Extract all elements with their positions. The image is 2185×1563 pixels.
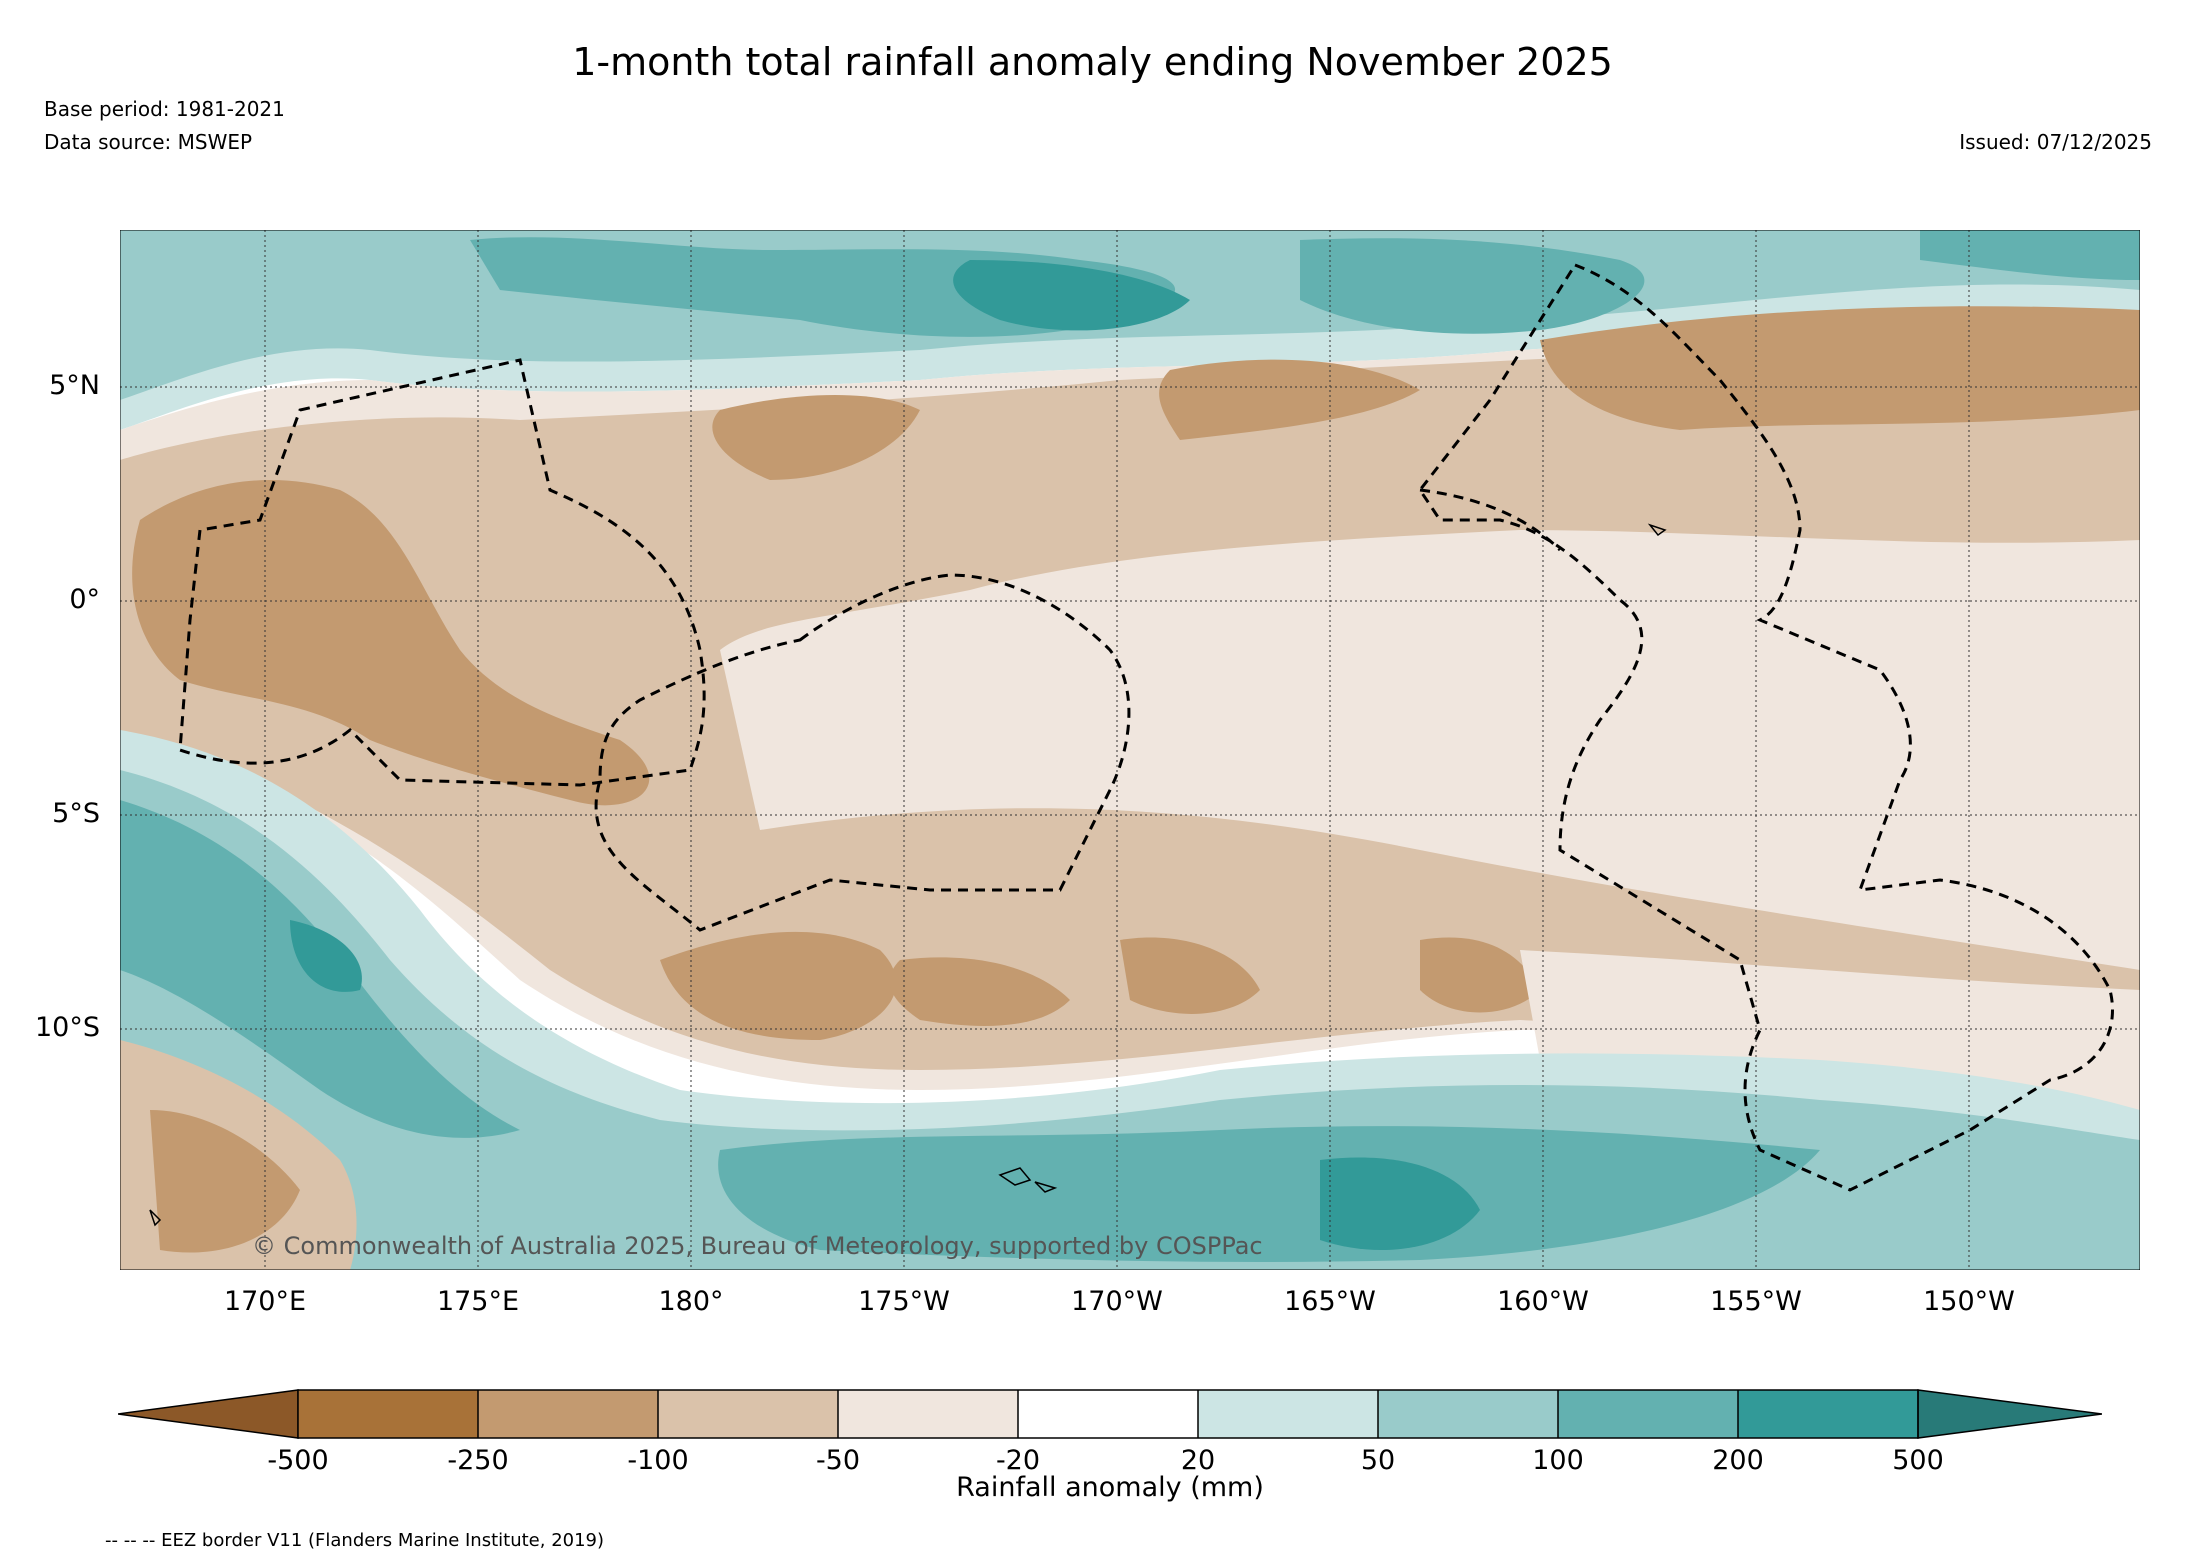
lon-label-170w: 170°W	[1071, 1286, 1163, 1317]
colorbar-extend-low	[118, 1389, 299, 1439]
colorbar-tick-500: 500	[1892, 1445, 1944, 1476]
colorbar-bin-3	[658, 1390, 838, 1438]
lat-label-10s: 10°S	[35, 1012, 100, 1043]
colorbar-tick-m100: -100	[627, 1445, 689, 1476]
data-source-text: Data source: MSWEP	[44, 130, 253, 154]
colorbar-bin-8	[1558, 1390, 1738, 1438]
lon-label-155w: 155°W	[1710, 1286, 1802, 1317]
eez-kiribati-gilbert	[178, 358, 706, 787]
colorbar-label: Rainfall anomaly (mm)	[956, 1472, 1264, 1503]
colorbar-bin-4	[838, 1390, 1018, 1438]
rainfall-anomaly-map	[120, 230, 2140, 1270]
lon-label-165w: 165°W	[1284, 1286, 1376, 1317]
colorbar-bin-1	[298, 1390, 478, 1438]
anomaly-field	[120, 230, 2140, 1270]
lon-label-180: 180°	[658, 1286, 724, 1317]
lon-label-170e: 170°E	[223, 1286, 307, 1317]
colorbar-tick-m500: -500	[267, 1445, 329, 1476]
colorbar-tick-m250: -250	[447, 1445, 509, 1476]
lon-label-175e: 175°E	[436, 1286, 520, 1317]
island-samoa-b	[1034, 1181, 1058, 1193]
dry-100-south-c	[1120, 937, 1260, 1014]
map-title: 1-month total rainfall anomaly ending No…	[572, 40, 1613, 84]
lon-label-160w: 160°W	[1497, 1286, 1589, 1317]
island-tokelau	[1647, 523, 1667, 537]
dry-100-north-a	[712, 395, 920, 480]
north-wet-core-d	[1920, 230, 2140, 280]
south-wet-core-d	[290, 920, 362, 992]
eez-borders	[178, 263, 2114, 1192]
island-tuvalu	[149, 1209, 162, 1227]
dry-100-south-b	[889, 957, 1070, 1026]
colorbar-tick-m50: -50	[815, 1445, 861, 1476]
north-wet-core-c	[953, 260, 1190, 331]
colorbar-bin-6	[1198, 1390, 1378, 1438]
lat-label-5s: 5°S	[52, 798, 100, 829]
lat-label-0: 0°	[69, 584, 100, 615]
south-wet-core-b	[718, 1126, 1821, 1262]
eez-kiribati-line	[1418, 263, 2114, 1192]
colorbar-bin-7	[1378, 1390, 1558, 1438]
southwest-dry-core	[150, 1110, 300, 1253]
dry-50-region	[120, 321, 2140, 1071]
issued-date: Issued: 07/12/2025	[1959, 130, 2152, 154]
graticule	[120, 230, 2140, 1270]
colorbar-tick-50: 50	[1360, 1445, 1396, 1476]
eez-kiribati-phoenix	[594, 573, 1131, 932]
colorbar-tick-100: 100	[1532, 1445, 1584, 1476]
eez-legend-note: -- -- -- EEZ border V11 (Flanders Marine…	[105, 1530, 605, 1551]
colorbar-bin-9	[1738, 1390, 1918, 1438]
dry-100-north-b	[1159, 359, 1420, 440]
eez-tokelau	[1419, 488, 1562, 552]
colorbar-tick-200: 200	[1712, 1445, 1764, 1476]
colorbar-tick-20: 20	[1180, 1445, 1216, 1476]
base-period-text: Base period: 1981-2021	[44, 97, 285, 121]
north-wet-core-b	[1300, 238, 1645, 334]
colorbar	[118, 1389, 2102, 1439]
island-samoa-a	[998, 1167, 1032, 1186]
south-wet-core-c	[1320, 1157, 1480, 1250]
colorbar-tick-m20: -20	[995, 1445, 1041, 1476]
dry-100-south-d	[1420, 937, 1540, 1013]
islands	[149, 523, 1667, 1227]
lon-label-175w: 175°W	[858, 1286, 950, 1317]
dry-100-west	[132, 480, 650, 806]
colorbar-bin-5	[1018, 1390, 1198, 1438]
colorbar-bin-2	[478, 1390, 658, 1438]
colorbar-extend-high	[1917, 1389, 2102, 1439]
dry-100-north-c	[1540, 306, 2140, 430]
dry-100-south-a	[660, 931, 897, 1040]
lon-label-150w: 150°W	[1923, 1286, 2015, 1317]
lat-label-5n: 5°N	[49, 370, 100, 401]
copyright-notice: © Commonwealth of Australia 2025, Bureau…	[252, 1232, 1263, 1260]
